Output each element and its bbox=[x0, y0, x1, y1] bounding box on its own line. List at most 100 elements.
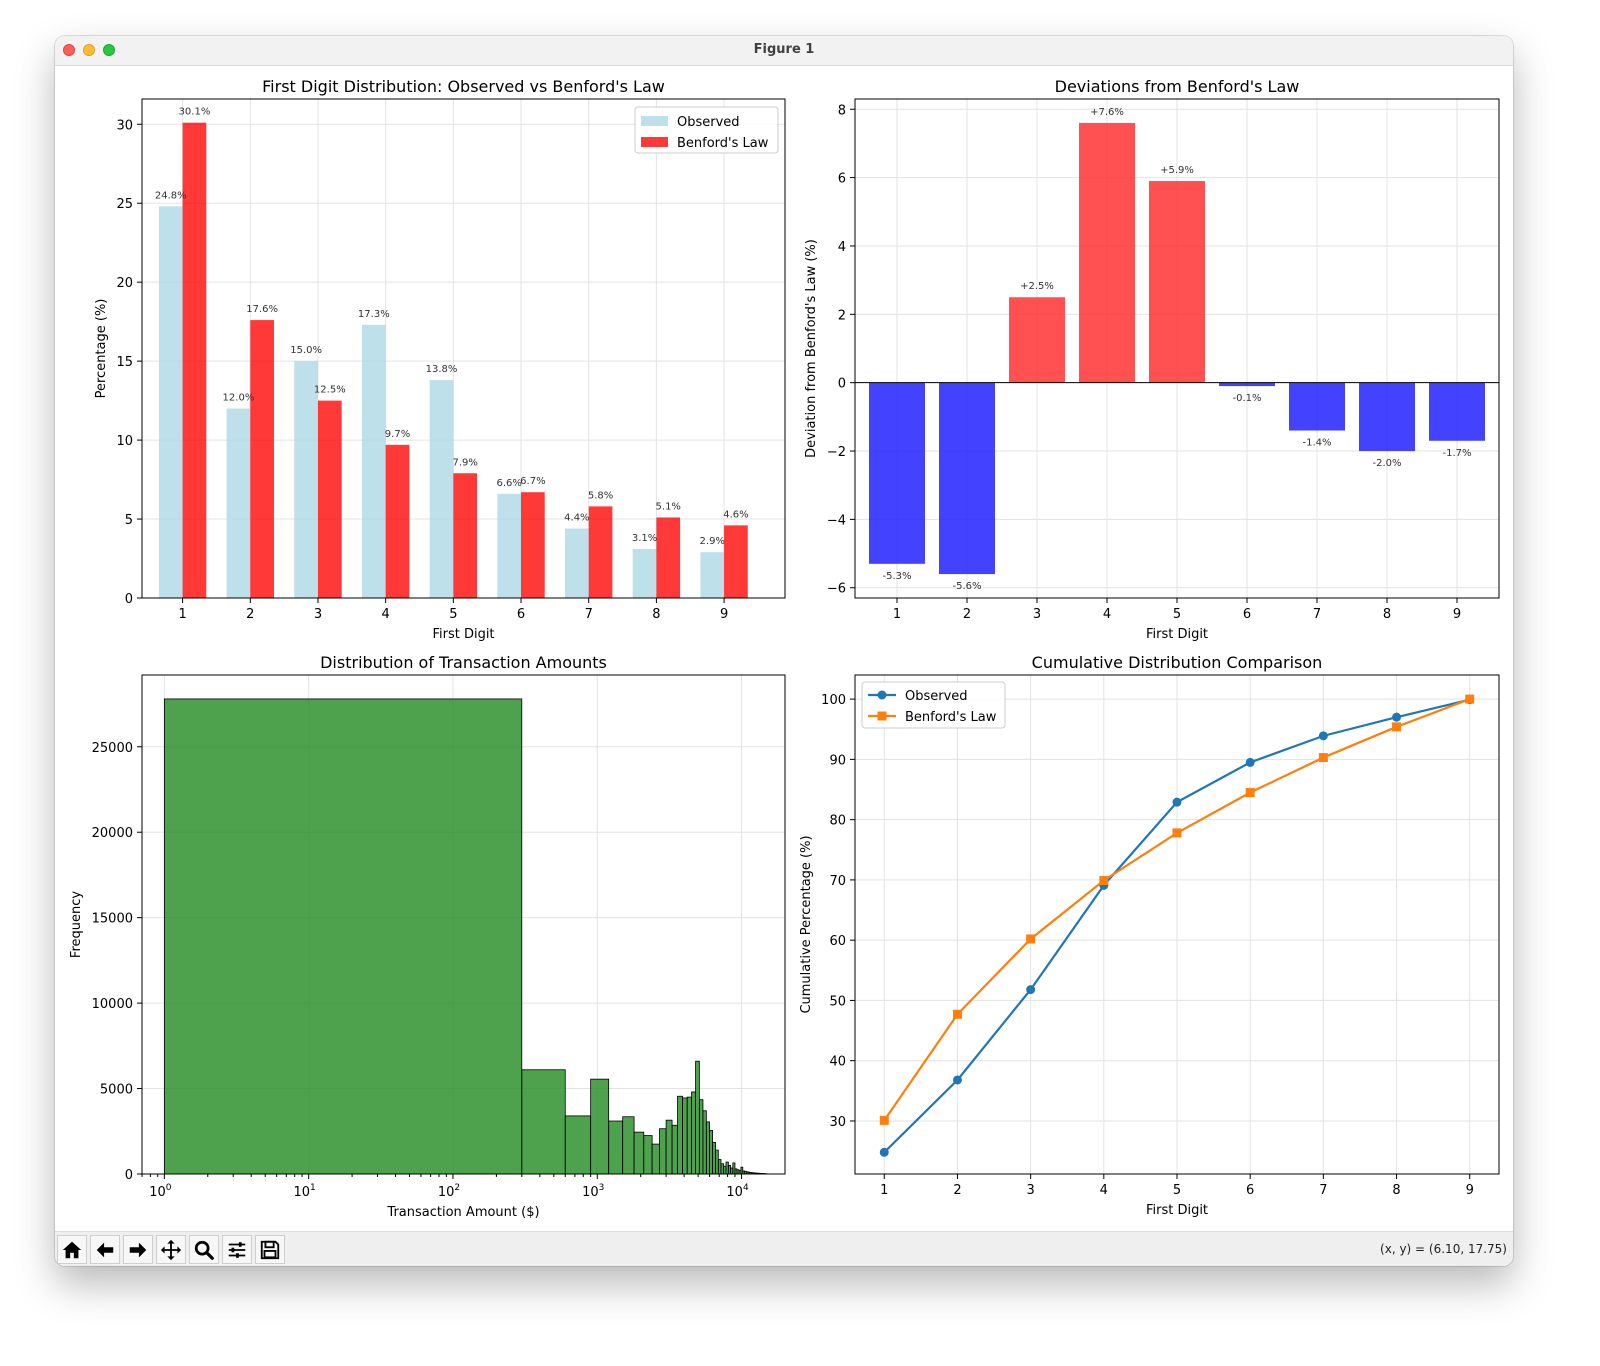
chart1-bar-benford bbox=[588, 506, 613, 598]
chart3-ytick-label: 10000 bbox=[92, 997, 133, 1012]
chart1-data-label-benford: 5.1% bbox=[656, 501, 681, 512]
chart1-bar-observed bbox=[361, 324, 386, 598]
chart1-xtick-label: 3 bbox=[314, 607, 322, 622]
chart1-bar-observed bbox=[700, 552, 725, 598]
chart3-hist-bar bbox=[712, 1141, 716, 1175]
chart1-title: First Digit Distribution: Observed vs Be… bbox=[262, 77, 665, 96]
chart1-bar-benford bbox=[453, 473, 478, 598]
minimize-window-button[interactable] bbox=[83, 44, 95, 56]
chart3-xtick-label: 101 bbox=[294, 1183, 316, 1200]
chart2-bar-positive bbox=[1149, 181, 1205, 383]
chart4-ytick-label: 70 bbox=[829, 874, 846, 889]
save-button[interactable] bbox=[255, 1235, 285, 1264]
chart1-data-label-observed: 24.8% bbox=[155, 190, 187, 201]
chart4-legend-marker-observed bbox=[877, 690, 887, 700]
chart4-ytick-label: 30 bbox=[829, 1115, 846, 1130]
chart1-data-label-observed: 17.3% bbox=[358, 309, 390, 320]
back-button[interactable] bbox=[90, 1235, 120, 1264]
chart2-axes-frame bbox=[854, 98, 1500, 599]
chart2-ytick-label: −4 bbox=[827, 513, 846, 528]
chart4-ytick-label: 90 bbox=[829, 753, 846, 768]
chart3-xtick-exponent: 3 bbox=[599, 1183, 605, 1193]
chart2-bar-negative bbox=[1429, 382, 1485, 441]
chart3-hist-bar bbox=[521, 1069, 566, 1175]
chart4-point-observed bbox=[1245, 757, 1255, 767]
back-arrow-icon bbox=[96, 1242, 114, 1257]
chart2-data-label: -0.1% bbox=[1232, 393, 1261, 404]
chart1-bar-observed bbox=[565, 528, 589, 598]
chart4-point-observed bbox=[1318, 731, 1328, 741]
chart1-data-label-observed: 15.0% bbox=[290, 345, 322, 356]
zoom-button[interactable] bbox=[189, 1235, 219, 1264]
chart3-ytick-label: 20000 bbox=[92, 826, 133, 841]
chart3-ytick-label: 0 bbox=[125, 1168, 133, 1183]
chart1-data-label-observed: 6.6% bbox=[496, 478, 521, 489]
chart1-legend-swatch-observed bbox=[641, 116, 668, 126]
chart3-hist-bar bbox=[691, 1091, 696, 1175]
chart4-point-benford bbox=[1172, 828, 1182, 838]
chart1-data-label-observed: 4.4% bbox=[564, 513, 589, 524]
chart2-data-label: +2.5% bbox=[1020, 281, 1054, 292]
configure-subplots-button[interactable] bbox=[222, 1235, 252, 1264]
chart4-point-benford bbox=[879, 1115, 889, 1125]
chart1-xtick-label: 9 bbox=[720, 607, 728, 622]
maximize-window-button[interactable] bbox=[103, 44, 115, 56]
chart1-bar-benford bbox=[182, 122, 207, 598]
chart4-xtick-label: 8 bbox=[1392, 1183, 1400, 1198]
zoom-icon bbox=[194, 1240, 214, 1260]
chart4-ytick-label: 100 bbox=[821, 693, 846, 708]
chart1-bar-benford bbox=[521, 492, 545, 598]
chart3-xtick-exponent: 1 bbox=[310, 1183, 316, 1193]
title-bar: Figure 1 bbox=[55, 36, 1513, 66]
chart3-xtick-exponent: 4 bbox=[743, 1183, 749, 1193]
chart2-xtick-label: 9 bbox=[1453, 607, 1461, 622]
chart2-bar-negative bbox=[939, 382, 995, 575]
chart2-xtick-label: 8 bbox=[1383, 607, 1391, 622]
chart1-xlabel: First Digit bbox=[432, 627, 494, 642]
chart2-xtick-label: 1 bbox=[893, 607, 901, 622]
chart3-hist-bar bbox=[564, 1115, 592, 1175]
chart1-data-label-benford: 7.9% bbox=[452, 457, 477, 468]
chart3-xtick-label: 100 bbox=[149, 1183, 172, 1200]
chart3-ytick-label: 5000 bbox=[100, 1083, 133, 1098]
chart4-axes-frame bbox=[854, 674, 1500, 1175]
chart4-legend-box bbox=[861, 681, 1006, 729]
chart2-ylabel: Deviation from Benford's Law (%) bbox=[804, 239, 819, 458]
chart4-xtick-label: 5 bbox=[1173, 1183, 1181, 1198]
chart2-title: Deviations from Benford's Law bbox=[1055, 77, 1300, 96]
chart4-ytick-label: 80 bbox=[829, 814, 846, 829]
figure-svg: 24.8% 30.1% 1 12.0% 17.6% 2 15.0% 12.5% 3 17.3% 9.… bbox=[69, 77, 1500, 1220]
chart4-xtick-label: 9 bbox=[1466, 1183, 1474, 1198]
chart1-bar-benford bbox=[385, 444, 410, 598]
navigation-toolbar: (x, y) = (6.10, 17.75) bbox=[55, 1231, 1513, 1266]
chart4-point-benford bbox=[1099, 876, 1109, 886]
chart3-xtick-label: 103 bbox=[582, 1183, 604, 1200]
chart1-xtick-label: 7 bbox=[585, 607, 593, 622]
chart1-data-label-benford: 12.5% bbox=[314, 385, 346, 396]
chart1-xtick-label: 4 bbox=[382, 607, 390, 622]
chart3-hist-bar bbox=[682, 1097, 688, 1175]
chart1-legend-label-observed: Observed bbox=[677, 115, 740, 130]
chart3-hist-bar bbox=[659, 1128, 667, 1175]
chart4-ytick-label: 40 bbox=[829, 1055, 846, 1070]
home-button[interactable] bbox=[57, 1235, 87, 1264]
forward-button[interactable] bbox=[123, 1235, 153, 1264]
chart1-bar-benford bbox=[724, 525, 748, 598]
chart4-legend-marker-benford bbox=[877, 711, 887, 721]
chart2-ytick-label: 2 bbox=[838, 308, 846, 323]
chart1-xtick-label: 5 bbox=[449, 607, 457, 622]
close-window-button[interactable] bbox=[63, 44, 75, 56]
chart4-ylabel: Cumulative Percentage (%) bbox=[799, 835, 814, 1013]
chart1-data-label-benford: 17.6% bbox=[246, 304, 278, 315]
chart3-xtick-exponent: 0 bbox=[166, 1183, 172, 1193]
chart2-bar-negative bbox=[1289, 382, 1345, 431]
chart2-bar-negative bbox=[1359, 382, 1415, 452]
pan-button[interactable] bbox=[156, 1235, 186, 1264]
chart3-hist-bar bbox=[702, 1110, 707, 1175]
chart1-xtick-label: 8 bbox=[652, 607, 660, 622]
chart4-title: Cumulative Distribution Comparison bbox=[1032, 653, 1323, 672]
chart4-point-observed bbox=[952, 1075, 962, 1085]
chart1-data-label-benford: 6.7% bbox=[520, 476, 545, 487]
chart1-ylabel: Percentage (%) bbox=[94, 299, 109, 399]
chart3-hist-bar bbox=[686, 1096, 692, 1175]
